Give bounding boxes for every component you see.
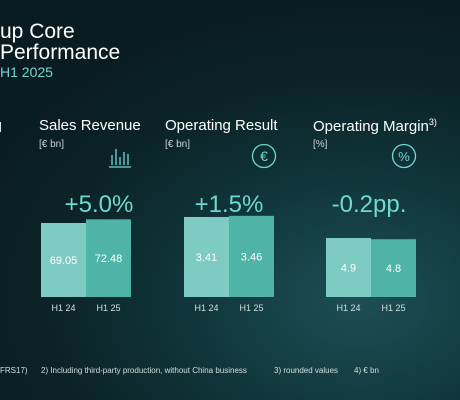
footnote-2: 2) Including third-party production, wit… <box>41 366 247 375</box>
operating-margin-category-label: H1 24 <box>336 303 360 313</box>
operating-margin-bar-h1-24 <box>326 238 371 297</box>
footnote-3: 3) rounded values <box>274 366 339 375</box>
operating-margin-unit: [%] <box>313 139 328 150</box>
operating-result-panel: Operating Result [€ bn] € +1.5% 3.41 H1 2… <box>165 117 305 317</box>
svg-text:€: € <box>260 148 268 164</box>
operating-result-label: Operating Result <box>165 117 278 134</box>
operating-margin-bar-h1-25 <box>371 239 416 297</box>
operating-result-bar-h1-25 <box>229 215 274 297</box>
sales-revenue-category-label: H1 24 <box>51 303 75 313</box>
footnote-4: 4) € bn <box>354 366 379 375</box>
operating-result-unit: [€ bn] <box>165 139 191 150</box>
operating-margin-value-label: 4.8 <box>386 263 401 275</box>
euro-circle-icon: € <box>251 143 277 169</box>
period-label: H1 2025 <box>0 64 53 80</box>
sales-revenue-value-label: 72.48 <box>95 253 123 265</box>
sales-revenue-bar-h1-24 <box>41 223 86 297</box>
operating-margin-change: -0.2pp. <box>331 191 407 218</box>
operating-margin-category-label: H1 25 <box>381 303 405 313</box>
page-title-line1: up Core <box>0 20 75 43</box>
operating-margin-footnote-ref: 3) <box>428 117 437 127</box>
sales-revenue-unit: [€ bn] <box>39 139 65 150</box>
bullet-marker <box>0 122 1 132</box>
operating-margin-label: Operating Margin3) <box>313 117 437 135</box>
operating-result-chart: 3.41 H1 24 3.46 H1 25 <box>184 215 274 313</box>
sales-revenue-category-label: H1 25 <box>96 303 120 313</box>
sales-revenue-label: Sales Revenue <box>39 117 141 134</box>
operating-result-category-label: H1 24 <box>194 303 218 313</box>
operating-result-value-label: 3.41 <box>196 252 217 264</box>
operating-result-bar-h1-24 <box>184 217 229 297</box>
sales-revenue-chart: 69.05 H1 24 72.48 H1 25 <box>41 219 131 313</box>
svg-text:%: % <box>398 149 410 164</box>
operating-margin-panel: Operating Margin3) [%] % -0.2pp. 4.9 H1 2… <box>313 117 453 317</box>
operating-result-change: +1.5% <box>194 191 264 218</box>
footnote-1: FRS17) <box>0 366 28 375</box>
sales-revenue-panel: Sales Revenue [€ bn] +5.0% 69.05 H1 24 72.… <box>39 117 179 317</box>
operating-margin-chart: 4.9 H1 24 4.8 H1 25 <box>326 238 416 313</box>
page-title-line2: Performance <box>0 41 121 64</box>
sales-revenue-value-label: 69.05 <box>50 255 78 267</box>
operating-margin-value-label: 4.9 <box>341 263 356 275</box>
bar-chart-icon <box>109 149 131 168</box>
operating-result-value-label: 3.46 <box>241 251 262 263</box>
operating-result-category-label: H1 25 <box>239 303 263 313</box>
sales-revenue-change: +5.0% <box>64 191 134 218</box>
operating-margin-label-text: Operating Margin <box>313 118 429 135</box>
percent-circle-icon: % <box>391 143 417 169</box>
sales-revenue-bar-h1-25 <box>86 219 131 297</box>
